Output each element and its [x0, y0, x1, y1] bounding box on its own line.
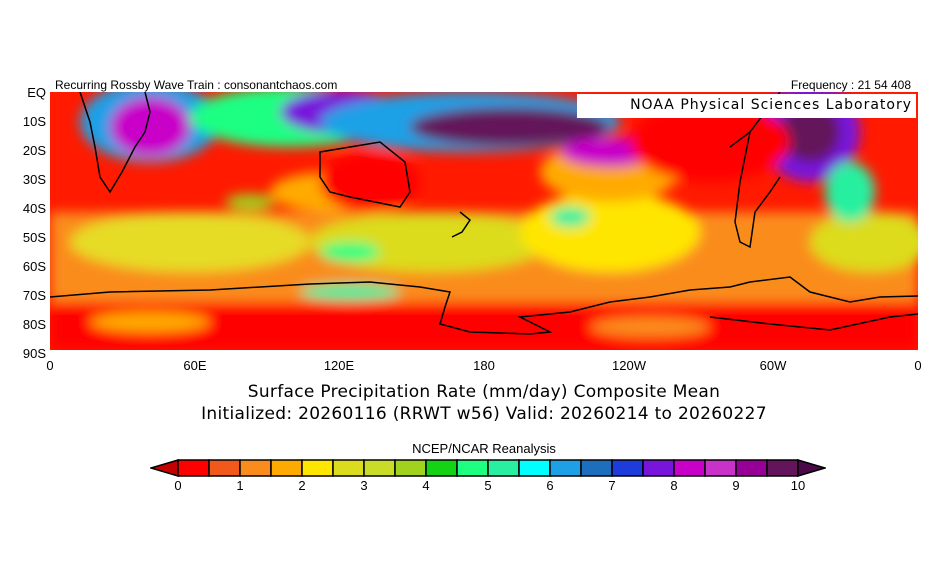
lon-label: 120W [612, 358, 646, 373]
lon-label: 60W [759, 358, 787, 373]
colorbar-over-triangle [797, 459, 826, 477]
precip-field [50, 92, 918, 350]
map-title-line1: Surface Precipitation Rate (mm/day) Comp… [247, 382, 721, 402]
header-left-text: Recurring Rossby Wave Train : consonantc… [55, 78, 338, 92]
lon-label: 0 [46, 358, 54, 373]
australia-coast [319, 141, 411, 208]
credit-box: NOAA Physical Sciences Laboratory [577, 94, 916, 118]
colorbar-swatch [301, 459, 334, 477]
lat-label: 70S [22, 288, 46, 303]
lat-label: 20S [22, 143, 46, 158]
colorbar-swatch [642, 459, 675, 477]
colorbar-label: 0 [174, 478, 182, 493]
colorbar-swatch [363, 459, 396, 477]
colorbar-label: 8 [670, 478, 678, 493]
colorbar-swatch [208, 459, 241, 477]
colorbar-swatch [766, 459, 799, 477]
colorbar-label: 4 [422, 478, 430, 493]
coastlines [50, 92, 918, 335]
lon-label: 0 [914, 358, 922, 373]
lat-label: 40S [22, 201, 46, 216]
colorbar-source: NCEP/NCAR Reanalysis [412, 441, 556, 456]
lat-label: 50S [22, 230, 46, 245]
colorbar-label: 2 [298, 478, 306, 493]
colorbar-swatch [487, 459, 520, 477]
colorbar-swatch [394, 459, 427, 477]
header-right-text: Frequency : 21 54 408 [790, 78, 911, 92]
colorbar-swatch [704, 459, 737, 477]
colorbar-swatch [580, 459, 613, 477]
lat-label: 30S [22, 172, 46, 187]
lat-label: 80S [22, 317, 46, 332]
colorbar-label: 9 [732, 478, 740, 493]
colorbar-label: 6 [546, 478, 554, 493]
precipitation-map [50, 92, 918, 350]
africa-coast [79, 92, 151, 194]
colorbar [150, 459, 826, 477]
colorbar-label: 7 [608, 478, 616, 493]
colorbar-swatch [239, 459, 272, 477]
colorbar-label: 10 [790, 478, 806, 493]
colorbar-swatch [425, 459, 458, 477]
lat-label: 10S [22, 114, 46, 129]
weddell-coast [709, 313, 918, 331]
colorbar-label: 5 [484, 478, 492, 493]
colorbar-label: 1 [236, 478, 244, 493]
colorbar-swatch [673, 459, 706, 477]
colorbar-swatch [549, 459, 582, 477]
lon-label: 60E [183, 358, 207, 373]
colorbar-under-triangle [150, 459, 179, 477]
colorbar-swatch [332, 459, 365, 477]
lat-label: EQ [27, 85, 46, 100]
lat-label: 60S [22, 259, 46, 274]
colorbar-swatch [518, 459, 551, 477]
colorbar-swatch [456, 459, 489, 477]
map-title-line2: Initialized: 20260116 (RRWT w56) Valid: … [201, 404, 767, 424]
colorbar-swatch [270, 459, 303, 477]
colorbar-label: 3 [360, 478, 368, 493]
antarctica-coast [50, 276, 918, 335]
colorbar-swatch [735, 459, 768, 477]
lon-label: 180 [473, 358, 495, 373]
lon-label: 120E [323, 358, 355, 373]
new-zealand-coast [451, 211, 472, 238]
lat-label: 90S [22, 346, 46, 361]
colorbar-swatch [177, 459, 210, 477]
colorbar-swatch [611, 459, 644, 477]
